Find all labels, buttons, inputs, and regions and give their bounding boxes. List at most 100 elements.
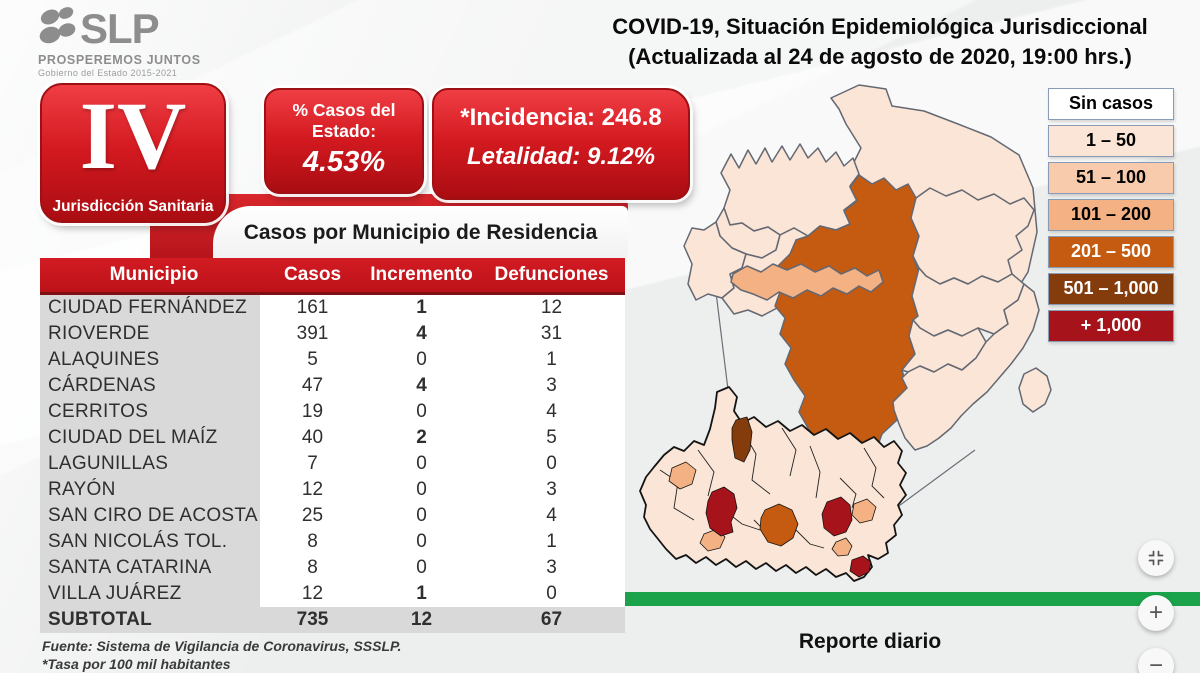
column-header-municipio: Municipio — [109, 264, 199, 285]
subtotal-label: SUBTOTAL — [40, 607, 260, 633]
zoom-out-button[interactable]: − — [1138, 648, 1174, 673]
inset-boundary-line — [795, 529, 825, 549]
inset-boundary-line — [863, 447, 885, 499]
cell-cas: 47 — [260, 373, 365, 399]
cell-mun: SAN NICOLÁS TOL. — [40, 529, 260, 555]
fit-view-button[interactable] — [1138, 540, 1174, 576]
cell-def: 1 — [478, 347, 625, 373]
lethality-line: Letalidad: 9.12% — [434, 143, 688, 171]
inset-boundary-line — [659, 469, 695, 521]
page-title-line2: (Actualizada al 24 de agosto de 2020, 19… — [628, 44, 1132, 69]
lethality-value: 9.12% — [586, 143, 656, 170]
legend-item: 201 – 500 — [1048, 236, 1174, 268]
inset-region-101-200 — [851, 498, 877, 524]
jurisdiction-badge: IV Jurisdicción Sanitaria — [40, 83, 226, 223]
map-region-east-tip — [1018, 367, 1052, 413]
zoom-out-icon: − — [1148, 652, 1163, 673]
inset-region-201-500 — [759, 503, 799, 547]
cell-def: 31 — [478, 321, 625, 347]
cell-mun: CIUDAD FERNÁNDEZ — [40, 295, 260, 321]
table-row: CIUDAD DEL MAÍZ 40 2 5 — [40, 425, 625, 451]
jurisdiction-numeral: IV — [79, 82, 187, 189]
subtotal-casos: 735 — [260, 607, 365, 633]
cell-cas: 8 — [260, 529, 365, 555]
subtotal-defunciones: 67 — [478, 607, 625, 633]
jurisdiction-label: Jurisdicción Sanitaria — [52, 198, 214, 215]
cell-def: 4 — [478, 399, 625, 425]
incidence-line: *Incidencia: 246.8 — [434, 104, 688, 132]
choropleth-map — [639, 84, 1052, 582]
map-region-alaquines — [720, 143, 860, 237]
cell-mun: LAGUNILLAS — [40, 451, 260, 477]
cell-inc: 0 — [365, 347, 478, 373]
cell-def: 12 — [478, 295, 625, 321]
cell-mun: SAN CIRO DE ACOSTA — [40, 503, 260, 529]
cell-inc: 1 — [365, 581, 478, 607]
cell-inc: 2 — [365, 425, 478, 451]
cell-def: 0 — [478, 451, 625, 477]
cell-inc: 4 — [365, 321, 478, 347]
slp-logo-icon — [39, 7, 76, 44]
cell-def: 3 — [478, 373, 625, 399]
fit-view-icon — [1148, 550, 1164, 566]
cell-cas: 19 — [260, 399, 365, 425]
inset-boundary-line — [781, 427, 797, 477]
table-header: Municipio Casos Incremento Defunciones — [40, 258, 625, 295]
inset-region-501-1000 — [731, 416, 753, 463]
cell-cas: 12 — [260, 581, 365, 607]
cell-mun: CÁRDENAS — [40, 373, 260, 399]
cell-inc: 0 — [365, 503, 478, 529]
cell-inc: 0 — [365, 555, 478, 581]
table-row: RAYÓN 12 0 3 — [40, 477, 625, 503]
cell-inc: 0 — [365, 529, 478, 555]
brand-government: Gobierno del Estado 2015-2021 — [38, 68, 178, 78]
cell-mun: RAYÓN — [40, 477, 260, 503]
cell-inc: 0 — [365, 477, 478, 503]
column-header-defunciones: Defunciones — [494, 264, 609, 285]
inset-region-101-200 — [831, 537, 853, 557]
map-legend: Sin casos 1 – 50 51 – 100 101 – 200 201 – 50… — [1048, 88, 1174, 347]
state-share-value: 4.53% — [302, 146, 386, 178]
table-row: RIOVERDE 391 4 31 — [40, 321, 625, 347]
cell-cas: 8 — [260, 555, 365, 581]
table-row: LAGUNILLAS 7 0 0 — [40, 451, 625, 477]
incidence-value: 246.8 — [601, 104, 662, 131]
legend-item: 101 – 200 — [1048, 199, 1174, 231]
table-row: SAN CIRO DE ACOSTA 25 0 4 — [40, 503, 625, 529]
subtotal-incremento: 12 — [365, 607, 478, 633]
inset-boundary-line — [697, 449, 715, 497]
state-share-box: % Casos del Estado: 4.53% — [264, 88, 424, 194]
page-title: COVID-19, Situación Epidemiológica Juris… — [565, 12, 1195, 72]
cell-mun: CIUDAD DEL MAÍZ — [40, 425, 260, 451]
zoom-in-button[interactable]: + — [1138, 595, 1174, 631]
cases-table: Municipio Casos Incremento Defunciones C… — [40, 258, 625, 633]
cell-cas: 7 — [260, 451, 365, 477]
state-share-label: % Casos del Estado: — [292, 100, 396, 141]
legend-item: 51 – 100 — [1048, 162, 1174, 194]
cell-inc: 0 — [365, 399, 478, 425]
cell-def: 3 — [478, 477, 625, 503]
legend-item: + 1,000 — [1048, 310, 1174, 342]
cell-cas: 5 — [260, 347, 365, 373]
cell-def: 0 — [478, 581, 625, 607]
footer-bar — [625, 592, 1200, 606]
inset-region-1000-plus — [821, 496, 853, 537]
inset-boundary-line — [839, 477, 857, 509]
legend-item: Sin casos — [1048, 88, 1174, 120]
table-row: VILLA JUÁREZ 12 1 0 — [40, 581, 625, 607]
page-title-line1: COVID-19, Situación Epidemiológica Juris… — [612, 14, 1148, 39]
cell-mun: VILLA JUÁREZ — [40, 581, 260, 607]
table-title-panel: Casos por Municipio de Residencia — [213, 206, 628, 258]
table-row: SAN NICOLÁS TOL. 8 0 1 — [40, 529, 625, 555]
legend-item: 501 – 1,000 — [1048, 273, 1174, 305]
cell-inc: 0 — [365, 451, 478, 477]
table-row: SANTA CATARINA 8 0 3 — [40, 555, 625, 581]
inset-region-1000-plus — [849, 555, 872, 578]
cell-cas: 12 — [260, 477, 365, 503]
table-title: Casos por Municipio de Residencia — [243, 221, 598, 244]
cell-mun: SANTA CATARINA — [40, 555, 260, 581]
cell-def: 3 — [478, 555, 625, 581]
table-row: ALAQUINES 5 0 1 — [40, 347, 625, 373]
brand-name: SLP — [80, 5, 160, 52]
lethality-label: Letalidad: — [466, 143, 581, 170]
